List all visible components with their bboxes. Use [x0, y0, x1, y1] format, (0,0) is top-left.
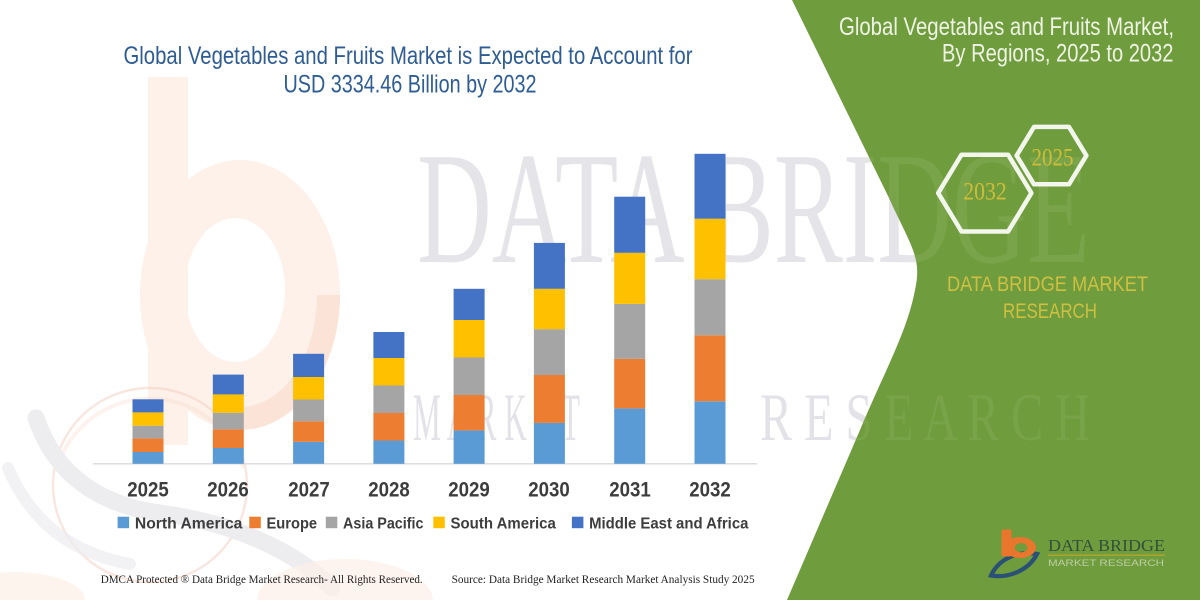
- svg-text:MARKET RESEARCH: MARKET RESEARCH: [1048, 558, 1164, 568]
- svg-text:2025: 2025: [1032, 144, 1074, 171]
- svg-text:North America: North America: [135, 516, 243, 533]
- svg-text:2030: 2030: [528, 479, 570, 502]
- svg-text:2027: 2027: [288, 479, 330, 502]
- svg-text:South America: South America: [451, 516, 556, 533]
- svg-text:2031: 2031: [609, 479, 651, 502]
- svg-text:Asia Pacific: Asia Pacific: [343, 516, 424, 533]
- svg-text:USD 3334.46 Billion by 2032: USD 3334.46 Billion by 2032: [284, 71, 537, 99]
- svg-text:DMCA Protected ® Data Bridge M: DMCA Protected ® Data Bridge Market Rese…: [101, 572, 423, 586]
- svg-text:2028: 2028: [368, 479, 410, 502]
- svg-text:By Regions, 2025 to 2032: By Regions, 2025 to 2032: [942, 40, 1174, 68]
- svg-text:2029: 2029: [448, 479, 490, 502]
- svg-text:2026: 2026: [207, 479, 249, 502]
- svg-text:Global Vegetables and Fruits M: Global Vegetables and Fruits Market,: [839, 13, 1174, 41]
- svg-text:2025: 2025: [127, 479, 169, 502]
- svg-text:Middle East and Africa: Middle East and Africa: [589, 516, 748, 533]
- svg-text:Global Vegetables and Fruits M: Global Vegetables and Fruits Market is E…: [124, 42, 693, 70]
- svg-text:DATA BRIDGE: DATA BRIDGE: [1048, 536, 1165, 555]
- svg-text:RESEARCH: RESEARCH: [1003, 300, 1097, 323]
- svg-text:DATA BRIDGE MARKET: DATA BRIDGE MARKET: [947, 273, 1148, 296]
- svg-text:Source: Data Bridge Market Res: Source: Data Bridge Market Research Mark…: [452, 572, 755, 586]
- svg-text:2032: 2032: [963, 179, 1007, 206]
- svg-text:2032: 2032: [689, 479, 731, 502]
- svg-text:Europe: Europe: [267, 516, 318, 533]
